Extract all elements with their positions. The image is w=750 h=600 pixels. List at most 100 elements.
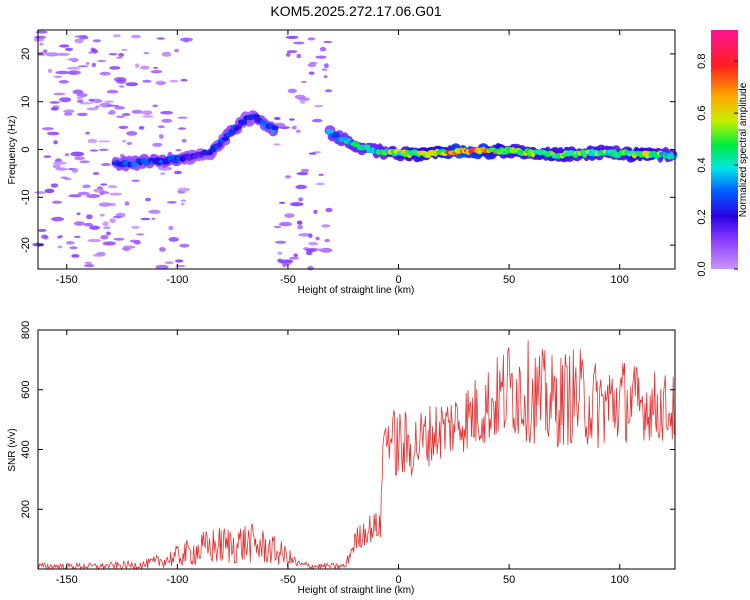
noise-speckle	[118, 125, 129, 129]
noise-speckle	[152, 104, 159, 108]
noise-speckle	[95, 105, 100, 108]
noise-speckle	[64, 153, 70, 157]
noise-speckle	[70, 151, 85, 157]
snr-y-axis-label: SNR (v/v)	[7, 428, 18, 471]
noise-speckle	[301, 80, 307, 84]
noise-speckle	[122, 140, 127, 143]
x-tick-label: -150	[56, 274, 78, 286]
noise-speckle	[175, 265, 186, 268]
noise-speckle	[307, 265, 314, 271]
noise-speckle	[142, 79, 152, 83]
x-tick-label: 100	[611, 274, 629, 286]
noise-speckle	[160, 172, 166, 175]
noise-speckle	[99, 71, 111, 76]
noise-speckle	[293, 253, 298, 257]
noise-speckle	[157, 125, 165, 129]
noise-speckle	[87, 138, 98, 144]
noise-speckle	[99, 190, 108, 194]
noise-speckle	[323, 40, 333, 44]
colorbar-tick-label: 0.6	[696, 105, 708, 120]
noise-speckle	[298, 233, 312, 237]
noise-speckle	[121, 113, 131, 117]
noise-speckle	[100, 234, 109, 240]
noise-speckle	[116, 79, 125, 82]
snr-line	[37, 340, 675, 571]
noise-speckle	[180, 202, 185, 206]
noise-speckle	[53, 140, 58, 145]
snr-x-ticks: -150 -100 -50 0 50 100	[56, 330, 629, 586]
noise-speckle	[181, 139, 187, 143]
spectrogram-y-axis-label: Frequency (Hz)	[7, 116, 18, 185]
noise-speckle	[273, 143, 281, 146]
noise-speckle	[89, 225, 101, 230]
noise-speckle	[126, 141, 133, 146]
noise-speckle	[84, 261, 93, 264]
noise-speckle	[49, 101, 60, 104]
noise-speckle	[97, 59, 106, 63]
noise-speckle	[296, 172, 309, 176]
noise-speckle	[72, 89, 84, 95]
noise-speckle	[107, 185, 118, 189]
noise-speckle	[148, 209, 161, 214]
noise-speckle	[98, 202, 112, 207]
noise-speckle	[56, 52, 70, 57]
noise-speckle	[275, 240, 287, 244]
noise-speckle	[295, 184, 308, 190]
snr-y-ticks: 200 400 600 800	[20, 321, 675, 518]
noise-speckle	[307, 37, 316, 41]
noise-speckle	[140, 217, 151, 221]
noise-speckle	[113, 215, 122, 219]
noise-speckle	[109, 218, 116, 224]
noise-speckle	[51, 216, 64, 222]
noise-speckle	[168, 237, 179, 242]
noise-speckle	[131, 179, 140, 182]
noise-speckle	[77, 112, 88, 117]
noise-speckle	[308, 152, 317, 155]
y-tick-label: -10	[20, 189, 32, 205]
noise-speckle	[168, 225, 174, 231]
noise-speckle	[53, 161, 67, 165]
x-tick-label: 50	[503, 574, 515, 586]
noise-speckle	[130, 34, 142, 39]
noise-speckle	[123, 245, 136, 249]
noise-speckle	[102, 241, 117, 246]
noise-speckle	[141, 110, 153, 115]
noise-speckle	[296, 53, 302, 59]
noise-speckle	[321, 68, 328, 71]
noise-speckle	[308, 241, 319, 246]
noise-speckle	[77, 65, 89, 68]
noise-speckle	[179, 243, 190, 248]
noise-speckle	[296, 220, 303, 225]
noise-speckle	[96, 251, 106, 256]
colorbar: 0.0 0.2 0.4 0.6 0.8 Normalized spectral ampl…	[696, 30, 749, 277]
noise-speckle	[158, 166, 173, 171]
noise-speckle	[284, 213, 295, 219]
noise-speckle	[68, 194, 82, 198]
noise-speckle	[184, 38, 189, 43]
noise-speckle	[84, 222, 93, 227]
noise-speckle	[160, 110, 174, 115]
noise-speckle	[57, 245, 63, 249]
y-tick-label: 600	[20, 381, 32, 399]
noise-speckle	[52, 164, 61, 169]
noise-speckle	[53, 75, 62, 78]
noise-speckle	[131, 109, 143, 114]
noise-speckle	[174, 48, 180, 53]
noise-speckle	[34, 35, 47, 39]
noise-speckle	[145, 197, 151, 202]
noise-speckle	[76, 100, 84, 103]
noise-speckle	[119, 85, 125, 88]
noise-speckle	[277, 251, 283, 255]
noise-speckle	[126, 131, 138, 136]
noise-speckle	[161, 51, 172, 57]
noise-speckle	[114, 106, 125, 110]
noise-speckle	[291, 125, 297, 130]
noise-speckle	[37, 228, 47, 232]
noise-speckle	[82, 184, 91, 189]
noise-speckle	[74, 156, 85, 161]
noise-speckle	[314, 248, 328, 251]
noise-speckle	[86, 107, 99, 111]
noise-speckle	[109, 192, 123, 196]
